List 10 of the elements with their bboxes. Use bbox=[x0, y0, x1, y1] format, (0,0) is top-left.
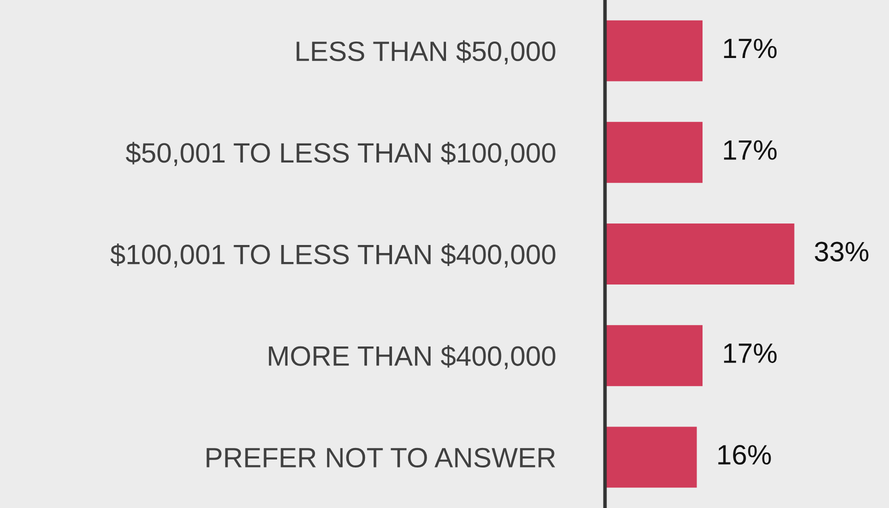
y-tick-label: PREFER NOT TO ANSWER bbox=[206, 448, 556, 468]
y-tick-label: $100,001 TO LESS THAN $400,000 bbox=[110, 244, 556, 268]
y-tick-label: $50,001 TO LESS THAN $100,000 bbox=[126, 142, 556, 166]
y-tick-label: LESS THAN $50,000 bbox=[296, 40, 556, 64]
data-label: 16% bbox=[718, 444, 771, 465]
data-label: 17% bbox=[724, 344, 777, 363]
data-label: 17% bbox=[724, 38, 777, 58]
data-label: 17% bbox=[724, 140, 777, 160]
data-label: 33% bbox=[814, 242, 868, 262]
y-tick-label: MORE THAN $400,000 bbox=[268, 345, 556, 370]
